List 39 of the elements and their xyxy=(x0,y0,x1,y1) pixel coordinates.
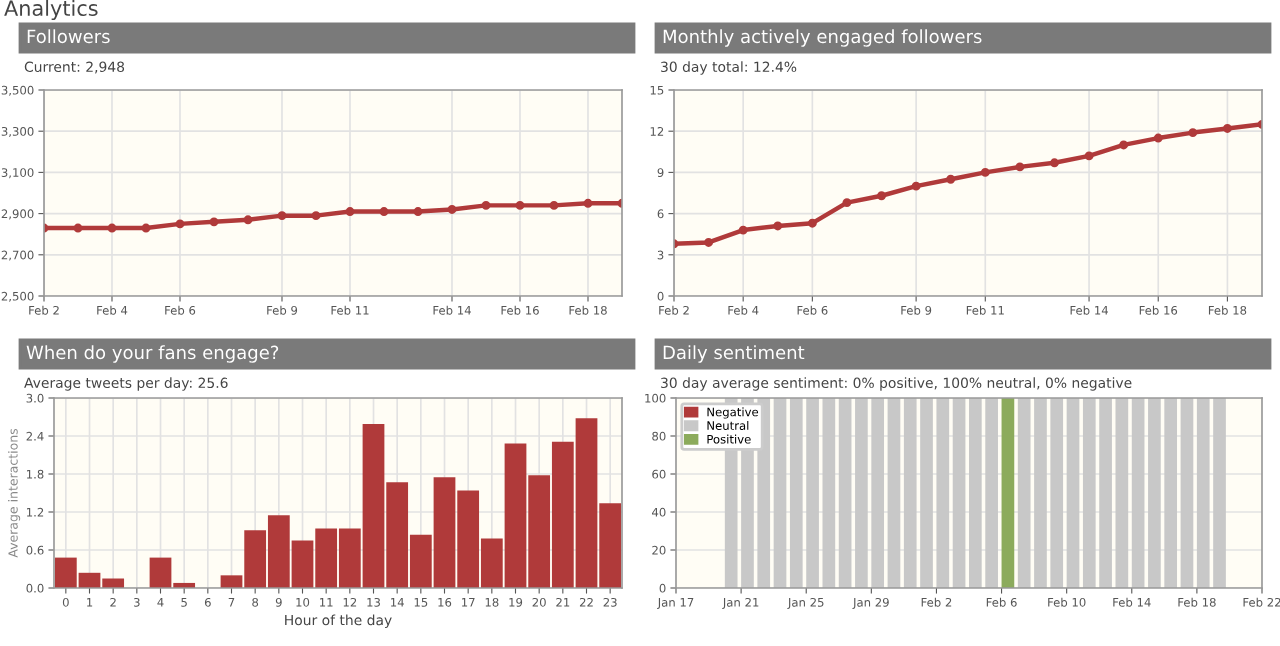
point xyxy=(1119,140,1129,150)
point xyxy=(911,181,921,191)
point xyxy=(980,167,990,177)
point xyxy=(738,225,748,235)
point xyxy=(175,219,185,229)
line-series xyxy=(44,198,622,233)
point xyxy=(877,191,886,201)
point xyxy=(1015,162,1025,172)
point xyxy=(447,205,457,214)
point xyxy=(107,223,117,233)
line-series xyxy=(674,119,1262,249)
chart-title: Daily sentiment xyxy=(663,345,805,363)
point xyxy=(277,211,287,221)
point xyxy=(773,221,783,231)
point xyxy=(481,200,491,210)
point xyxy=(141,223,151,233)
point xyxy=(1188,128,1198,138)
chart-title: Followers xyxy=(27,29,110,44)
point xyxy=(209,217,219,227)
point xyxy=(946,174,956,184)
point xyxy=(243,215,253,225)
point xyxy=(704,237,714,247)
point xyxy=(413,207,423,216)
chart-title: Monthly actively engaged followers xyxy=(663,29,982,47)
point xyxy=(807,218,817,228)
point xyxy=(515,200,525,210)
chart-title: When do your fans engage? xyxy=(26,345,279,363)
point xyxy=(583,198,593,208)
text: Analytics xyxy=(4,0,98,21)
point xyxy=(1084,151,1094,161)
point xyxy=(1222,124,1232,133)
point xyxy=(73,223,83,233)
point xyxy=(549,200,559,210)
point xyxy=(1050,158,1059,168)
point xyxy=(379,207,389,216)
point xyxy=(345,207,355,216)
point xyxy=(311,211,321,221)
point xyxy=(1153,133,1163,143)
point xyxy=(842,198,852,208)
